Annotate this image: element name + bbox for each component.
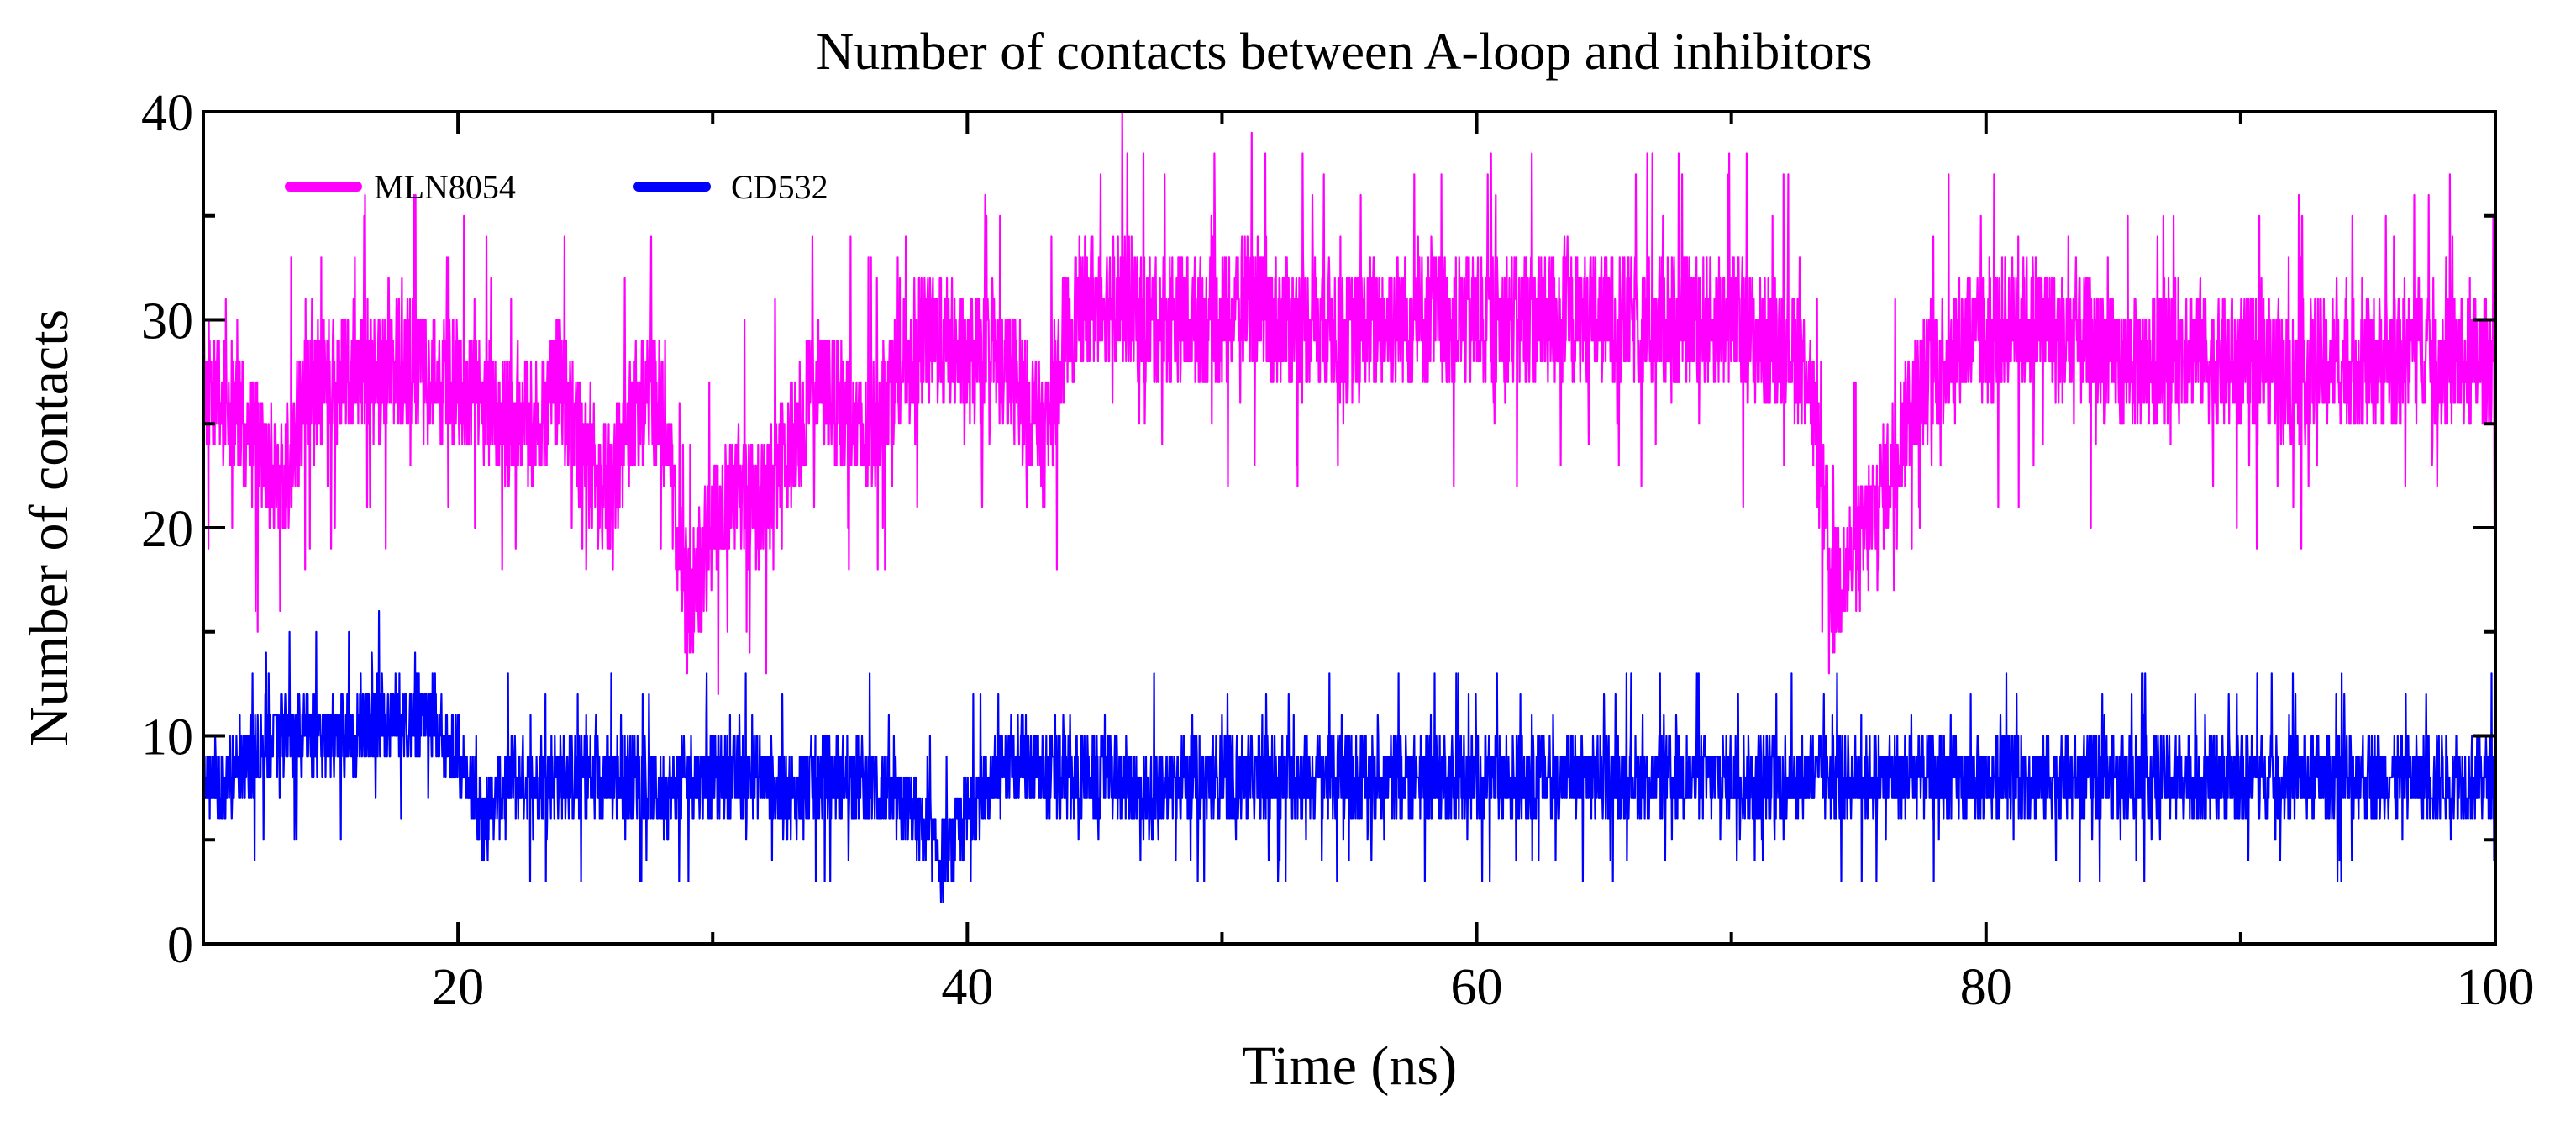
y-tick-label: 40 bbox=[141, 85, 193, 142]
y-tick-label: 0 bbox=[167, 917, 193, 974]
x-tick-label: 60 bbox=[1451, 959, 1503, 1016]
y-tick-label: 10 bbox=[141, 709, 193, 766]
legend-label-cd532: CD532 bbox=[731, 168, 828, 206]
x-tick-label: 100 bbox=[2457, 959, 2535, 1016]
x-tick-label: 80 bbox=[1960, 959, 2012, 1016]
x-tick-label: 40 bbox=[941, 959, 993, 1016]
chart-title: Number of contacts between A-loop and in… bbox=[817, 24, 1873, 81]
legend: MLN8054 CD532 bbox=[285, 168, 828, 206]
plot-frame bbox=[202, 110, 2497, 946]
tick-layer: 20 40 60 80 100 0 10 20 30 40 bbox=[141, 85, 2535, 1016]
series-line-cd532 bbox=[202, 609, 2497, 903]
y-tick-label: 20 bbox=[141, 501, 193, 558]
y-tick-label: 30 bbox=[141, 293, 193, 350]
x-axis-label: Time (ns) bbox=[1242, 1035, 1457, 1097]
y-axis-label: Number of contacts bbox=[18, 309, 80, 747]
series-layer bbox=[202, 110, 2497, 903]
legend-label-mln8054: MLN8054 bbox=[374, 168, 516, 206]
x-tick-label: 20 bbox=[432, 959, 484, 1016]
series-line-mln8054 bbox=[202, 110, 2497, 696]
